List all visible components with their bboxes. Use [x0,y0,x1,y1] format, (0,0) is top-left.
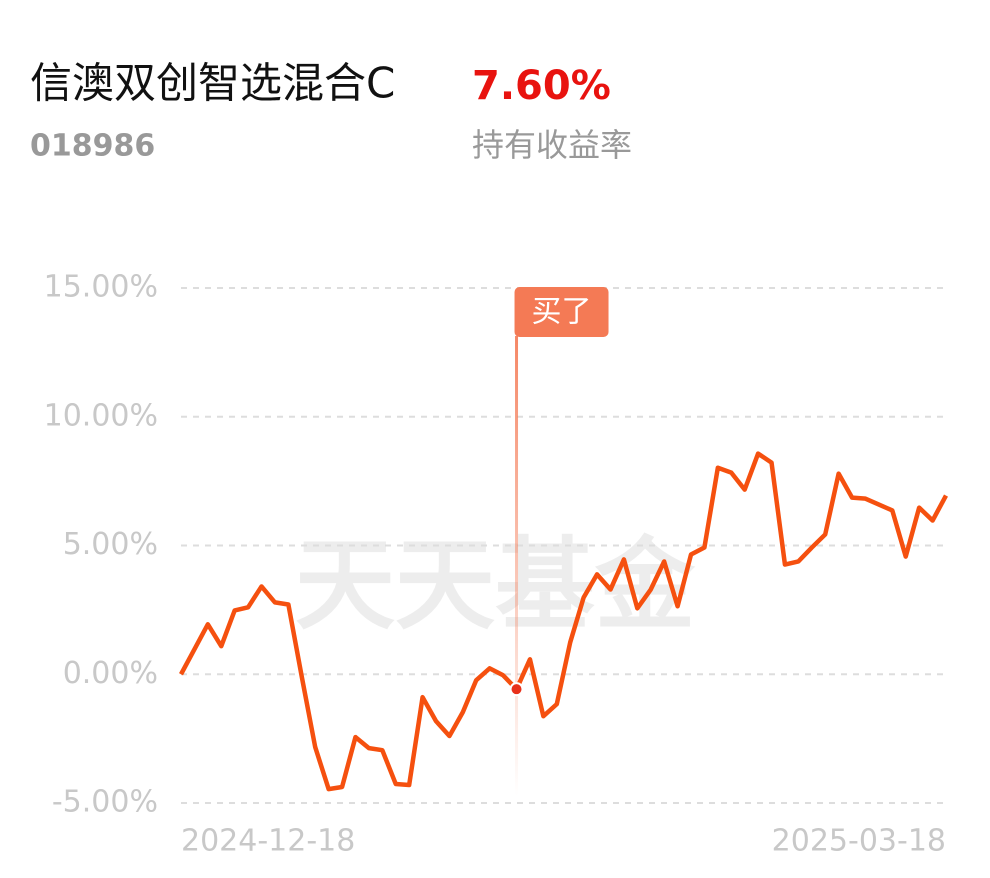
y-tick-label: -5.00% [52,785,158,820]
fund-code: 018986 [30,129,155,164]
fund-name: 信澳双创智选混合C [30,59,395,108]
watermark: 天天基金 [295,526,696,643]
y-tick-label: 0.00% [63,656,158,691]
y-tick-label: 15.00% [44,270,158,305]
annotation-line [515,336,519,796]
annotation-dot [509,682,524,697]
x-tick-label: 2024-12-18 [181,824,355,859]
y-tick-label: 5.00% [63,527,158,562]
return-value: 7.60% [472,63,611,109]
y-tick-label: 10.00% [44,398,158,433]
return-label: 持有收益率 [472,126,632,164]
annotation-box [514,287,609,337]
annotation-text: 买了 [532,295,592,330]
line [179,451,948,792]
x-tick-label: 2025-03-18 [772,824,946,859]
